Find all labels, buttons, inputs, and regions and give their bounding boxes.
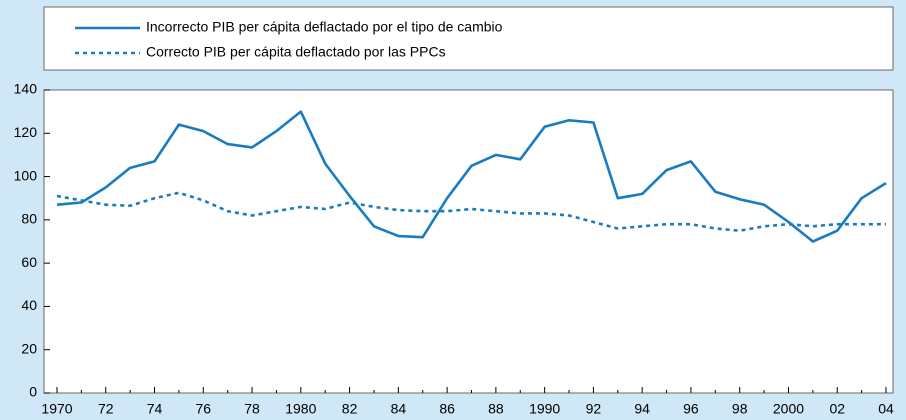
x-tick-label: 1980	[285, 401, 316, 417]
x-tick-label: 98	[732, 401, 748, 417]
x-tick-label: 04	[878, 401, 894, 417]
x-tick-label: 88	[488, 401, 504, 417]
y-tick-label: 0	[29, 384, 37, 400]
x-tick-label: 74	[147, 401, 163, 417]
y-tick-label: 120	[14, 124, 38, 140]
y-tick-label: 140	[14, 81, 38, 97]
x-tick-label: 02	[829, 401, 845, 417]
x-tick-label: 1990	[529, 401, 560, 417]
y-tick-label: 80	[21, 211, 37, 227]
legend-label: Correcto PIB per cápita deflactado por l…	[146, 44, 446, 60]
y-tick-label: 60	[21, 254, 37, 270]
x-tick-label: 76	[196, 401, 212, 417]
x-tick-label: 82	[342, 401, 358, 417]
x-tick-label: 2000	[773, 401, 804, 417]
y-tick-label: 40	[21, 297, 37, 313]
x-tick-label: 86	[439, 401, 455, 417]
series-line	[56, 110, 887, 243]
x-tick-label: 92	[586, 401, 602, 417]
x-tick-label: 84	[391, 401, 407, 417]
y-tick-label: 20	[21, 340, 37, 356]
plot-area	[43, 89, 894, 394]
x-tick-label: 78	[244, 401, 260, 417]
x-tick-label: 96	[683, 401, 699, 417]
legend-label: Incorrecto PIB per cápita deflactado por…	[146, 19, 503, 35]
y-tick-label: 100	[14, 167, 38, 183]
x-tick-label: 72	[98, 401, 114, 417]
legend	[43, 6, 894, 71]
x-tick-label: 94	[634, 401, 650, 417]
x-tick-label: 1970	[41, 401, 72, 417]
